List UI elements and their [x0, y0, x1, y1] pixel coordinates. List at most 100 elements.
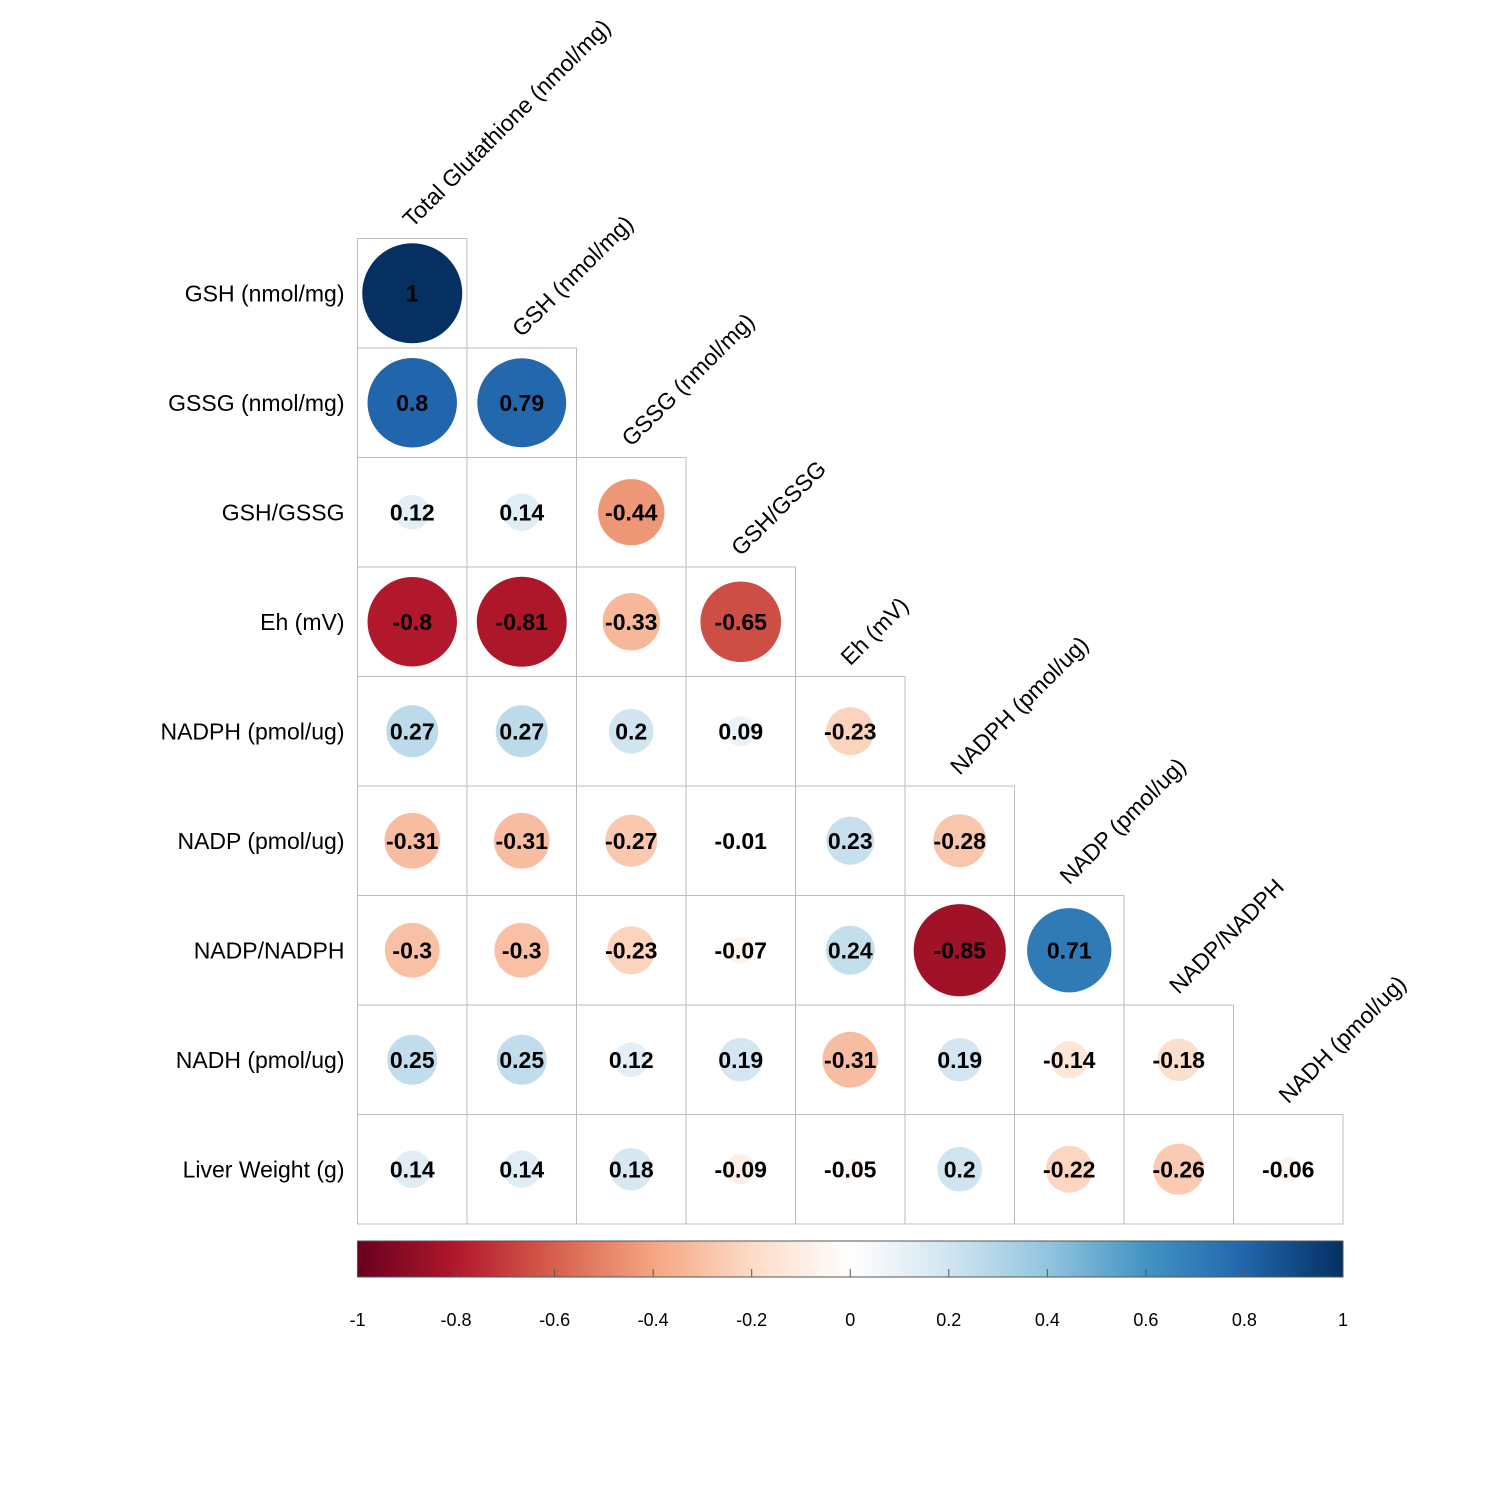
cell-value-3-3: -0.65	[715, 609, 768, 635]
cell-value-7-7: -0.18	[1153, 1047, 1206, 1073]
column-label-8: NADH (pmol/ug)	[1273, 970, 1411, 1108]
correlation-circle-3-3	[700, 581, 782, 663]
cell-border-8-8	[1233, 1114, 1344, 1225]
cell-value-5-3: -0.01	[715, 828, 768, 854]
correlation-circle-5-0	[384, 812, 441, 869]
correlation-circle-7-6	[1050, 1041, 1088, 1079]
correlation-circle-6-3	[727, 937, 754, 964]
correlation-circle-4-0	[386, 705, 439, 758]
cell-value-6-3: -0.07	[715, 937, 767, 963]
correlation-circle-6-2	[607, 926, 656, 975]
cell-value-5-0: -0.31	[386, 828, 439, 854]
correlation-circle-7-5	[937, 1037, 982, 1082]
row-label-7: NADH (pmol/ug)	[176, 1047, 345, 1073]
correlation-circle-1-1	[477, 358, 567, 448]
cell-value-7-0: 0.25	[390, 1047, 435, 1073]
row-label-8: Liver Weight (g)	[183, 1156, 345, 1182]
column-label-1: GSH (nmol/mg)	[507, 210, 638, 341]
cell-value-8-3: -0.09	[715, 1156, 767, 1182]
cell-value-2-2: -0.44	[605, 499, 658, 525]
correlation-circle-8-7	[1153, 1143, 1205, 1195]
cell-value-6-5: -0.85	[934, 937, 987, 963]
colorbar-tick-label-4: -0.2	[736, 1310, 767, 1330]
colorbar-tick-label-8: 0.6	[1133, 1310, 1158, 1330]
row-label-3: Eh (mV)	[260, 609, 344, 635]
cell-value-7-4: -0.31	[824, 1047, 877, 1073]
cell-value-0-0: 1	[406, 280, 419, 306]
correlation-circle-5-1	[493, 812, 550, 869]
cell-value-4-1: 0.27	[499, 718, 544, 744]
cell-value-1-1: 0.79	[499, 390, 544, 416]
colorbar-tick-label-5: 0	[845, 1310, 855, 1330]
cell-value-8-8: -0.06	[1262, 1156, 1314, 1182]
cell-value-8-1: 0.14	[499, 1156, 544, 1182]
cell-value-4-0: 0.27	[390, 718, 435, 744]
colorbar-tick-label-9: 0.8	[1232, 1310, 1257, 1330]
cell-value-3-0: -0.8	[392, 609, 432, 635]
column-label-7: NADP/NADPH	[1164, 874, 1289, 999]
cell-value-8-4: -0.05	[824, 1156, 877, 1182]
cell-value-8-2: 0.18	[609, 1156, 654, 1182]
cell-value-8-5: 0.2	[944, 1156, 976, 1182]
cell-value-6-4: 0.24	[828, 937, 873, 963]
correlation-circle-4-1	[495, 705, 548, 758]
colorbar-tick-label-0: -1	[349, 1310, 365, 1330]
correlation-circle-6-5	[913, 904, 1006, 997]
cell-value-7-6: -0.14	[1043, 1047, 1096, 1073]
correlation-circle-8-3	[725, 1154, 756, 1185]
cell-value-6-1: -0.3	[502, 937, 542, 963]
cell-value-1-0: 0.8	[396, 390, 428, 416]
correlation-circle-7-3	[718, 1037, 763, 1082]
correlation-circle-6-1	[494, 922, 550, 978]
cell-value-4-2: 0.2	[615, 718, 647, 744]
correlation-circle-3-1	[476, 576, 567, 667]
colorbar-tick-label-2: -0.6	[539, 1310, 570, 1330]
column-label-4: Eh (mV)	[835, 592, 913, 670]
cell-value-2-1: 0.14	[499, 499, 544, 525]
correlation-circle-2-1	[503, 493, 541, 531]
cell-value-3-1: -0.81	[496, 609, 549, 635]
colorbar-tick-label-10: 1	[1338, 1310, 1348, 1330]
correlation-circle-8-8	[1276, 1157, 1301, 1182]
cell-value-6-0: -0.3	[392, 937, 432, 963]
correlation-circle-8-1	[503, 1150, 541, 1188]
cell-value-4-3: 0.09	[718, 718, 763, 744]
cell-value-5-2: -0.27	[605, 828, 657, 854]
colorbar-tick-label-1: -0.8	[441, 1310, 472, 1330]
correlation-circle-3-2	[602, 593, 660, 651]
correlation-circle-6-0	[384, 922, 440, 978]
cell-value-8-6: -0.22	[1043, 1156, 1095, 1182]
correlation-circle-8-2	[610, 1148, 653, 1191]
correlation-circle-5-3	[735, 835, 746, 846]
cell-value-8-7: -0.26	[1153, 1156, 1205, 1182]
cell-value-5-4: 0.23	[828, 828, 873, 854]
colorbar-tick-label-6: 0.2	[936, 1310, 961, 1330]
correlation-circle-6-4	[825, 925, 875, 975]
column-label-0: Total Glutathione (nmol/mg)	[397, 14, 615, 232]
correlation-circle-4-4	[826, 707, 875, 756]
correlation-circle-6-6	[1027, 908, 1112, 993]
cell-value-7-5: 0.19	[937, 1047, 982, 1073]
row-label-0: GSH (nmol/mg)	[185, 280, 345, 306]
correlation-circle-7-2	[613, 1042, 649, 1078]
correlation-circle-4-3	[725, 716, 756, 747]
cell-value-7-1: 0.25	[499, 1047, 544, 1073]
correlation-circle-1-0	[367, 358, 457, 448]
correlation-circle-7-4	[822, 1031, 879, 1088]
column-label-3: GSH/GSSG	[726, 455, 831, 560]
row-label-2: GSH/GSSG	[222, 499, 345, 525]
correlation-circle-5-5	[933, 814, 987, 868]
correlation-circle-7-1	[496, 1034, 547, 1085]
correlation-circle-5-4	[826, 816, 875, 865]
correlation-circle-8-4	[839, 1158, 862, 1181]
correlation-circle-4-2	[608, 708, 654, 754]
colorbar-tick-label-7: 0.4	[1035, 1310, 1060, 1330]
cell-value-6-6: 0.71	[1047, 937, 1092, 963]
cell-value-2-0: 0.12	[390, 499, 435, 525]
cell-value-8-0: 0.14	[390, 1156, 435, 1182]
cell-value-6-2: -0.23	[605, 937, 657, 963]
correlation-circle-8-0	[393, 1150, 431, 1188]
cell-value-3-2: -0.33	[605, 609, 657, 635]
column-label-2: GSSG (nmol/mg)	[616, 308, 759, 451]
